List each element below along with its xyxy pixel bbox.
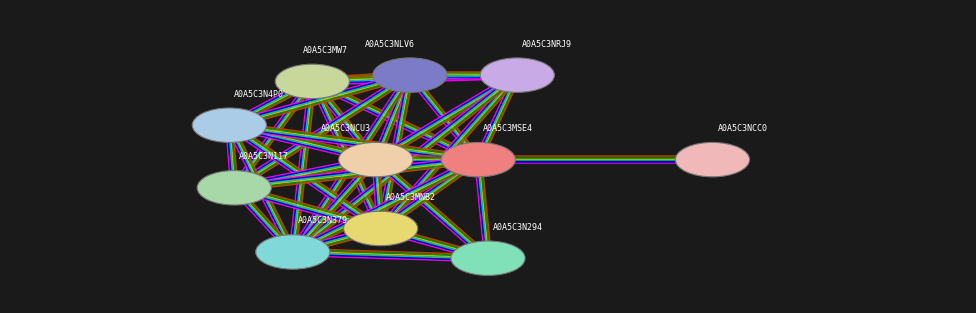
Ellipse shape bbox=[441, 142, 515, 177]
Ellipse shape bbox=[451, 241, 525, 275]
Ellipse shape bbox=[192, 108, 266, 142]
Ellipse shape bbox=[344, 211, 418, 246]
Text: A0A5C3MW7: A0A5C3MW7 bbox=[303, 46, 347, 55]
Text: A0A5C3NCC0: A0A5C3NCC0 bbox=[717, 124, 767, 133]
Ellipse shape bbox=[256, 235, 330, 269]
Ellipse shape bbox=[675, 142, 750, 177]
Text: A0A5C3NLV6: A0A5C3NLV6 bbox=[365, 39, 415, 49]
Text: A0A5C3N117: A0A5C3N117 bbox=[239, 152, 289, 161]
Text: A0A5C3N294: A0A5C3N294 bbox=[493, 223, 543, 232]
Ellipse shape bbox=[197, 171, 271, 205]
Text: A0A5C3N379: A0A5C3N379 bbox=[298, 216, 347, 225]
Text: A0A5C3MSE4: A0A5C3MSE4 bbox=[483, 124, 533, 133]
Ellipse shape bbox=[373, 58, 447, 92]
Ellipse shape bbox=[339, 142, 413, 177]
Text: A0A5C3MNB2: A0A5C3MNB2 bbox=[386, 193, 435, 202]
Text: A0A5C3N4P0: A0A5C3N4P0 bbox=[234, 90, 284, 99]
Text: A0A5C3NCU3: A0A5C3NCU3 bbox=[321, 124, 371, 133]
Text: A0A5C3NRJ9: A0A5C3NRJ9 bbox=[522, 39, 572, 49]
Ellipse shape bbox=[480, 58, 554, 92]
Ellipse shape bbox=[275, 64, 349, 99]
